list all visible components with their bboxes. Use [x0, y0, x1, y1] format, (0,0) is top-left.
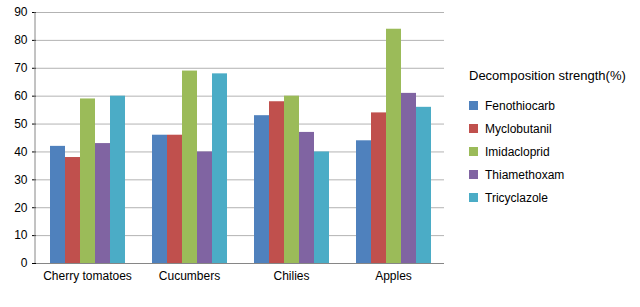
svg-text:50: 50	[14, 117, 28, 131]
svg-text:90: 90	[14, 5, 28, 19]
svg-text:Cucumbers: Cucumbers	[159, 269, 220, 283]
html-text:Thiamethoxam: Thiamethoxam	[485, 167, 565, 182]
html-text:Fenothiocarb: Fenothiocarb	[485, 98, 555, 113]
svg-text:40: 40	[14, 145, 28, 159]
svg-text:30: 30	[14, 173, 28, 187]
html-text:Myclobutanil: Myclobutanil	[485, 121, 552, 136]
svg-text:80: 80	[14, 33, 28, 47]
svg-text:Cherry tomatoes: Cherry tomatoes	[43, 269, 132, 283]
svg-text:Chilies: Chilies	[273, 269, 309, 283]
html-text:Imidacloprid: Imidacloprid	[485, 144, 550, 159]
svg-text:60: 60	[14, 89, 28, 103]
svg-text:20: 20	[14, 201, 28, 215]
html-text:Decomposition strength(%): Decomposition strength(%)	[469, 68, 626, 83]
svg-text:10: 10	[14, 228, 28, 242]
svg-text:0: 0	[21, 256, 28, 270]
html-text:Tricyclazole: Tricyclazole	[485, 190, 548, 205]
svg-text:Apples: Apples	[375, 269, 412, 283]
svg-text:70: 70	[14, 61, 28, 75]
